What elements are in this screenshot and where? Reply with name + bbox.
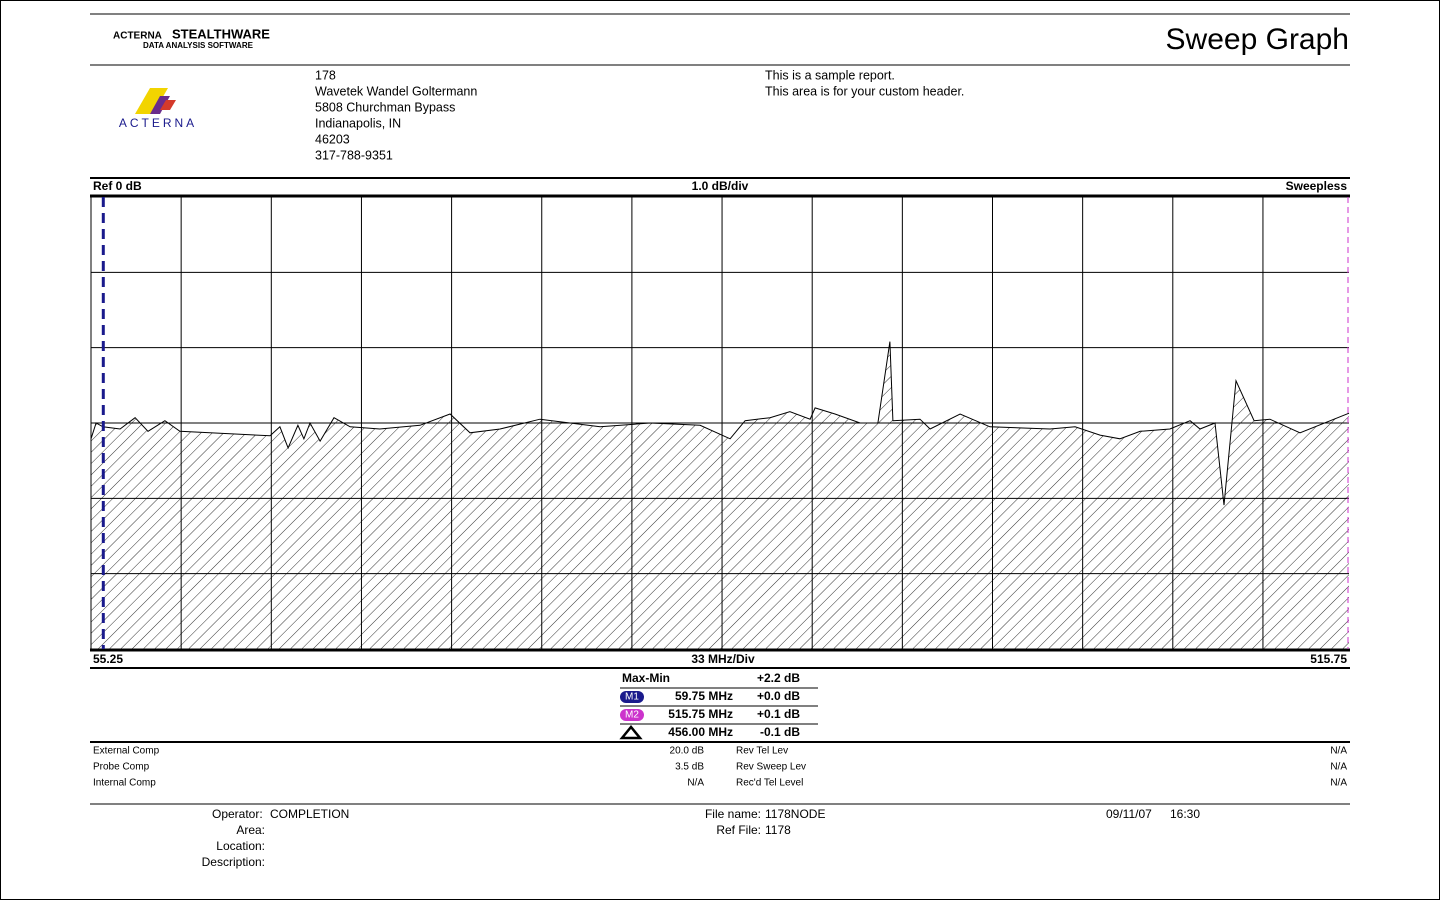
- file-name: 1178NODE: [765, 807, 825, 821]
- x-stop-label: 515.75: [1310, 652, 1347, 666]
- product: STEALTHWARE: [172, 26, 270, 41]
- trace-area: [91, 341, 1349, 649]
- marker-frequency: 59.75 MHz: [675, 689, 733, 703]
- level-value: N/A: [1330, 778, 1347, 789]
- ref-file-label: Ref File:: [716, 823, 761, 837]
- marker-badge: [620, 709, 644, 721]
- address-line: 46203: [315, 132, 350, 146]
- level-label: Rev Tel Lev: [736, 746, 788, 757]
- marker-badge-label: M2: [625, 710, 639, 721]
- custom-header-line: This area is for your custom header.: [765, 84, 964, 98]
- operator: COMPLETION: [270, 807, 349, 821]
- tagline: DATA ANALYSIS SOFTWARE: [143, 41, 254, 50]
- scale-label: 1.0 dB/div: [692, 179, 749, 193]
- comp-value: N/A: [687, 778, 704, 789]
- comp-label: External Comp: [93, 746, 160, 757]
- level-value: N/A: [1330, 762, 1347, 773]
- date: 09/11/07: [1106, 807, 1152, 821]
- description-label: Description:: [202, 855, 265, 869]
- delta-icon: [619, 725, 643, 740]
- mode-label: Sweepless: [1286, 179, 1348, 193]
- marker-badge-label: M1: [625, 692, 639, 703]
- marker-frequency: 515.75 MHz: [668, 707, 733, 721]
- location-label: Location:: [216, 839, 265, 853]
- address-line: 317-788-9351: [315, 148, 393, 162]
- marker-badge: [620, 691, 644, 703]
- trace: [90, 341, 1350, 506]
- x-span-label: 33 MHz/Div: [691, 652, 755, 666]
- marker-level: -0.1 dB: [760, 725, 800, 739]
- address-line: 178: [315, 68, 336, 82]
- logo: [135, 88, 176, 114]
- operator-label: Operator:: [212, 807, 263, 821]
- marker-frequency: 456.00 MHz: [668, 725, 733, 739]
- level-label: Rev Sweep Lev: [736, 762, 806, 773]
- max-min-label: Max-Min: [622, 671, 670, 685]
- marker-level: +0.1 dB: [757, 707, 800, 721]
- comp-value: 3.5 dB: [675, 762, 704, 773]
- max-min-value: +2.2 dB: [757, 671, 800, 685]
- comp-label: Internal Comp: [93, 778, 156, 789]
- ref-label: Ref 0 dB: [93, 179, 142, 193]
- comp-label: Probe Comp: [93, 762, 150, 773]
- address-line: 5808 Churchman Bypass: [315, 100, 455, 114]
- custom-header-line: This is a sample report.: [765, 68, 895, 82]
- brand: ACTERNA: [113, 31, 162, 42]
- report-title: Sweep Graph: [1166, 23, 1349, 56]
- x-start-label: 55.25: [93, 652, 123, 666]
- address-line: Indianapolis, IN: [315, 116, 401, 130]
- time: 16:30: [1170, 807, 1200, 821]
- marker-level: +0.0 dB: [757, 689, 800, 703]
- level-value: N/A: [1330, 746, 1347, 757]
- area-label: Area:: [236, 823, 265, 837]
- address-line: Wavetek Wandel Goltermann: [315, 84, 477, 98]
- ref-file: 1178: [765, 823, 791, 837]
- comp-value: 20.0 dB: [670, 746, 705, 757]
- level-label: Rec'd Tel Level: [736, 778, 803, 789]
- logo-text: ACTERNA: [119, 116, 197, 130]
- file-label: File name:: [705, 807, 761, 821]
- rules: [90, 13, 1350, 805]
